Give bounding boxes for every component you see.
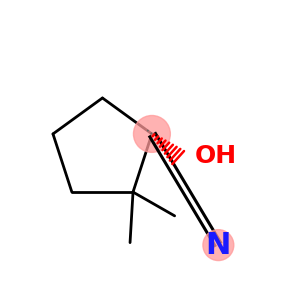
Circle shape bbox=[134, 116, 170, 152]
Circle shape bbox=[203, 230, 234, 261]
Text: OH: OH bbox=[195, 144, 237, 168]
Text: N: N bbox=[206, 231, 231, 260]
